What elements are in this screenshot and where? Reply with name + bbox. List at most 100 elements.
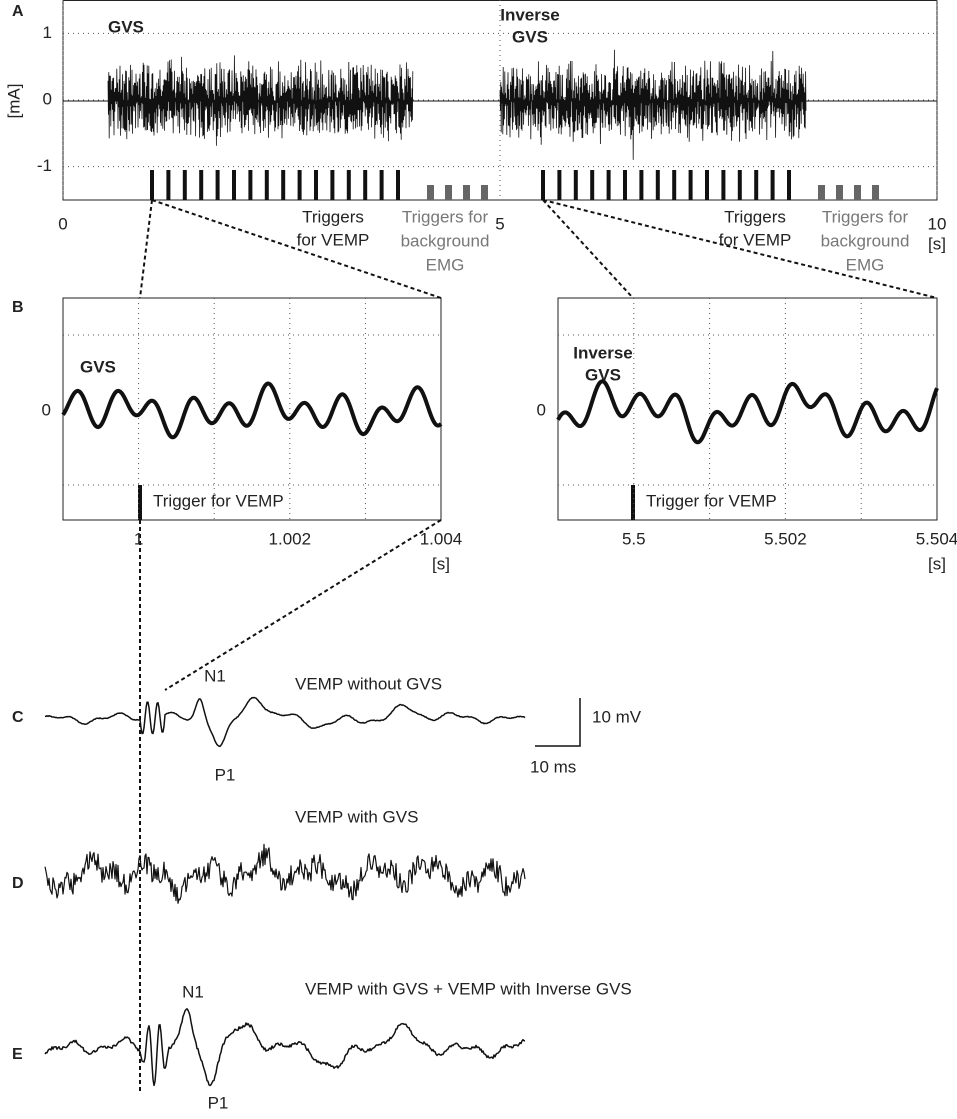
stimulus-noise: [499, 49, 807, 160]
trigger-bar: [541, 170, 545, 200]
trigger-bar: [314, 170, 318, 200]
annotation: Trigger for VEMP: [153, 491, 284, 510]
x-unit: [s]: [928, 234, 946, 253]
annotation: GVS: [108, 17, 144, 36]
trigger-bar: [854, 185, 861, 200]
trigger-bar: [363, 170, 368, 200]
trigger-bar: [379, 170, 384, 200]
vemp-trace: [44, 696, 526, 748]
trace-title: VEMP with GVS: [295, 807, 418, 826]
trigger-bar: [248, 170, 253, 200]
annotation: Triggers: [302, 207, 364, 226]
y-tick-label: 0: [43, 89, 52, 108]
trigger-bar: [166, 170, 171, 200]
panel-label: B: [12, 299, 24, 316]
trigger-bar: [623, 170, 627, 200]
annotation: N1: [182, 982, 204, 1001]
trigger-bar: [445, 185, 452, 200]
trigger-bar: [655, 170, 660, 200]
trigger-bar: [754, 170, 759, 200]
trigger-bar: [346, 170, 351, 200]
trigger-bar: [721, 170, 726, 200]
trace-title: VEMP without GVS: [295, 674, 442, 693]
trigger-bar: [787, 170, 791, 200]
trigger-bar: [639, 170, 644, 200]
signal-trace: [61, 381, 443, 440]
trigger-bar: [199, 170, 204, 200]
annotation: Triggers for: [402, 207, 489, 226]
trigger-bar: [281, 170, 286, 200]
trigger-bar: [330, 170, 335, 200]
panel-label: A: [12, 3, 24, 20]
x-tick-label: 5.502: [764, 529, 807, 548]
trigger-bar: [396, 170, 400, 200]
y-tick-label: 1: [43, 23, 52, 42]
x-tick-label: 1: [134, 529, 143, 548]
trigger-bar: [264, 170, 269, 200]
plot-frame: [557, 297, 938, 521]
trigger-bar: [818, 185, 825, 200]
trigger-bar: [138, 485, 142, 520]
annotation: Inverse: [573, 343, 633, 362]
x-unit: [s]: [432, 554, 450, 573]
annotation: for VEMP: [297, 230, 370, 249]
trigger-bar: [150, 170, 154, 200]
annotation: Triggers for: [822, 207, 909, 226]
trigger-bar: [705, 170, 709, 200]
annotation: background: [401, 231, 490, 250]
panel-label: C: [12, 709, 24, 726]
annotation: P1: [215, 765, 236, 784]
x-tick-label: 5.504: [916, 529, 957, 548]
x-unit: [s]: [928, 554, 946, 573]
annotation: EMG: [846, 255, 885, 274]
x-tick-label: 1.004: [420, 529, 463, 548]
trigger-bar: [737, 170, 742, 200]
trigger-bar: [872, 185, 879, 200]
annotation: background: [821, 231, 910, 250]
y-tick-label: -1: [37, 156, 52, 175]
trigger-bar: [836, 185, 843, 200]
trigger-bar: [573, 170, 578, 200]
x-tick-label: 5: [495, 214, 504, 233]
trigger-bar: [463, 185, 470, 200]
x-tick-label: 10: [928, 214, 947, 233]
annotation: GVS: [512, 27, 548, 46]
y-tick-label: 0: [537, 400, 546, 419]
scale-bar: [535, 698, 581, 747]
annotation: Inverse: [500, 5, 560, 24]
trigger-bar: [770, 170, 775, 200]
stimulus-noise: [107, 55, 414, 146]
x-tick-label: 5.5: [622, 529, 646, 548]
x-tick-label: 0: [58, 214, 67, 233]
trace-title: VEMP with GVS + VEMP with Inverse GVS: [305, 979, 632, 998]
trigger-bar: [182, 170, 187, 200]
vemp-trace: [44, 843, 526, 904]
scale-label: 10 ms: [530, 757, 576, 776]
annotation: Triggers: [724, 207, 786, 226]
y-axis-label: [mA]: [4, 84, 23, 119]
annotation: Trigger for VEMP: [646, 491, 777, 510]
scale-label: 10 mV: [592, 707, 642, 726]
trigger-bar: [297, 170, 302, 200]
annotation: EMG: [426, 255, 465, 274]
zoom-connector: [139, 199, 938, 1092]
annotation: for VEMP: [719, 230, 792, 249]
trigger-bar: [672, 170, 677, 200]
trigger-bar: [215, 170, 220, 200]
trigger-bar: [427, 185, 434, 200]
panel-label: E: [12, 1046, 23, 1063]
trigger-bar: [557, 170, 562, 200]
annotation: P1: [208, 1093, 229, 1112]
trigger-bar: [631, 485, 635, 520]
annotation: GVS: [80, 357, 116, 376]
x-tick-label: 1.002: [269, 529, 312, 548]
signal-trace: [556, 379, 939, 445]
y-tick-label: 0: [42, 400, 51, 419]
plot-frame: [62, 297, 442, 521]
trigger-bar: [688, 170, 693, 200]
trigger-bar: [232, 170, 236, 200]
annotation: N1: [204, 666, 226, 685]
panel-label: D: [12, 875, 24, 892]
trigger-bar: [606, 170, 611, 200]
